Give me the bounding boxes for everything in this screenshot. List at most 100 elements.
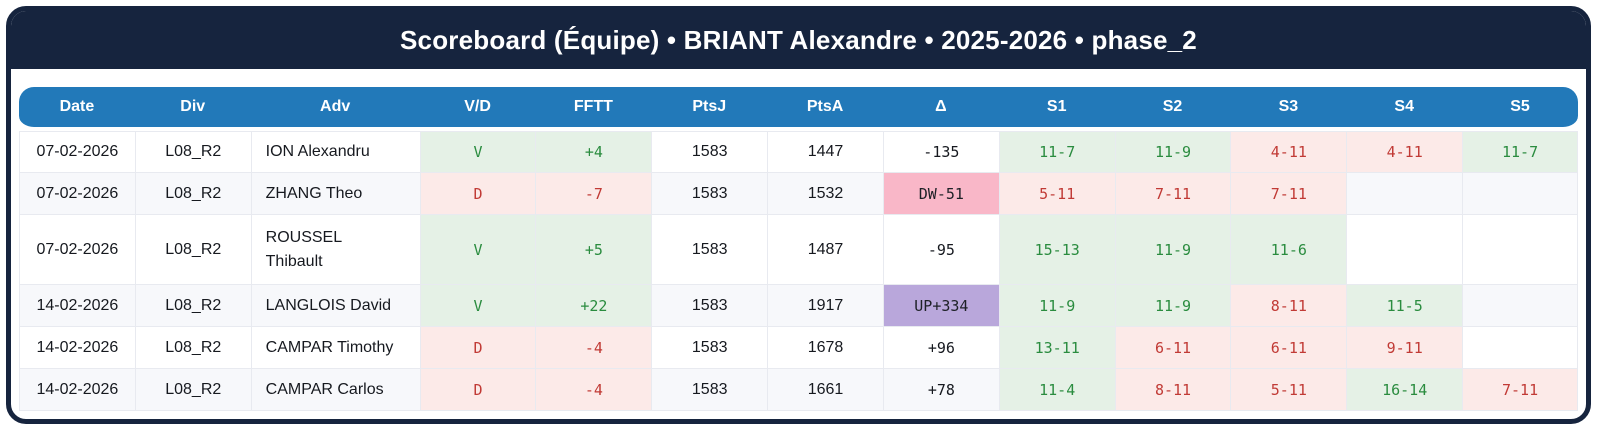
cell-delta: UP+334	[882, 285, 999, 327]
title-bar: Scoreboard (Équipe) • BRIANT Alexandre •…	[11, 11, 1586, 69]
cell-fftt: -4	[535, 369, 652, 411]
table-row: 14-02-2026 L08_R2 CAMPAR Carlos D -4 158…	[19, 369, 1578, 411]
header-row: Date Div Adv V/D FFTT PtsJ PtsA Δ S1 S2 …	[19, 87, 1578, 131]
cell-set-1: 11-9	[998, 285, 1115, 327]
cell-fftt: +4	[535, 131, 652, 173]
cell-div: L08_R2	[134, 173, 251, 215]
column-header-fftt: FFTT	[535, 87, 652, 131]
cell-set-5: 11-7	[1462, 131, 1578, 173]
column-header-ptsa: PtsA	[767, 87, 883, 131]
cell-delta: +78	[882, 369, 999, 411]
column-header-s1: S1	[998, 87, 1115, 131]
column-header-s5: S5	[1462, 87, 1578, 131]
cell-vd: D	[419, 369, 536, 411]
cell-set-3: 8-11	[1230, 285, 1347, 327]
cell-date: 14-02-2026	[19, 327, 135, 369]
scoreboard-card: Scoreboard (Équipe) • BRIANT Alexandre •…	[6, 6, 1591, 424]
cell-ptsa: 1678	[767, 327, 883, 369]
cell-set-3: 6-11	[1230, 327, 1347, 369]
cell-delta: -135	[882, 131, 999, 173]
column-header-s4: S4	[1346, 87, 1463, 131]
cell-div: L08_R2	[134, 327, 251, 369]
cell-delta: +96	[882, 327, 999, 369]
column-header-div: Div	[134, 87, 251, 131]
cell-set-5	[1462, 285, 1578, 327]
cell-set-2: 11-9	[1114, 285, 1231, 327]
cell-fftt: +5	[535, 215, 652, 285]
cell-div: L08_R2	[134, 369, 251, 411]
cell-set-1: 11-4	[998, 369, 1115, 411]
column-header-s3: S3	[1230, 87, 1347, 131]
cell-set-1: 11-7	[998, 131, 1115, 173]
cell-adv: LANGLOIS David	[250, 285, 420, 327]
cell-set-2: 6-11	[1114, 327, 1231, 369]
cell-set-1: 15-13	[998, 215, 1115, 285]
cell-adv: ROUSSEL Thibault	[250, 215, 420, 285]
cell-set-3: 4-11	[1230, 131, 1347, 173]
table-row: 14-02-2026 L08_R2 LANGLOIS David V +22 1…	[19, 285, 1578, 327]
cell-ptsj: 1583	[651, 369, 768, 411]
column-header-ptsj: PtsJ	[651, 87, 768, 131]
cell-set-4: 11-5	[1346, 285, 1463, 327]
cell-date: 07-02-2026	[19, 131, 135, 173]
cell-date: 14-02-2026	[19, 285, 135, 327]
cell-ptsj: 1583	[651, 215, 768, 285]
cell-set-1: 13-11	[998, 327, 1115, 369]
cell-set-4: 16-14	[1346, 369, 1463, 411]
scoreboard-table: Date Div Adv V/D FFTT PtsJ PtsA Δ S1 S2 …	[19, 87, 1578, 411]
cell-vd: D	[419, 327, 536, 369]
table-row: 14-02-2026 L08_R2 CAMPAR Timothy D -4 15…	[19, 327, 1578, 369]
column-header-s2: S2	[1114, 87, 1231, 131]
cell-delta: -95	[882, 215, 999, 285]
cell-set-5	[1462, 173, 1578, 215]
cell-set-2: 11-9	[1114, 215, 1231, 285]
cell-adv: CAMPAR Timothy	[250, 327, 420, 369]
cell-fftt: -4	[535, 327, 652, 369]
column-header-date: Date	[19, 87, 135, 131]
cell-fftt: -7	[535, 173, 652, 215]
cell-set-5	[1462, 215, 1578, 285]
cell-set-3: 11-6	[1230, 215, 1347, 285]
cell-adv: ION Alexandru	[250, 131, 420, 173]
cell-ptsa: 1487	[767, 215, 883, 285]
cell-date: 07-02-2026	[19, 215, 135, 285]
cell-div: L08_R2	[134, 131, 251, 173]
cell-ptsa: 1447	[767, 131, 883, 173]
cell-delta: DW-51	[882, 173, 999, 215]
cell-set-2: 11-9	[1114, 131, 1231, 173]
cell-ptsj: 1583	[651, 173, 768, 215]
table-row: 07-02-2026 L08_R2 ION Alexandru V +4 158…	[19, 131, 1578, 173]
cell-vd: V	[419, 131, 536, 173]
cell-ptsj: 1583	[651, 285, 768, 327]
table-row: 07-02-2026 L08_R2 ZHANG Theo D -7 1583 1…	[19, 173, 1578, 215]
cell-div: L08_R2	[134, 285, 251, 327]
cell-set-2: 7-11	[1114, 173, 1231, 215]
cell-vd: D	[419, 173, 536, 215]
table-container: Date Div Adv V/D FFTT PtsJ PtsA Δ S1 S2 …	[11, 69, 1586, 419]
column-header-adv: Adv	[250, 87, 420, 131]
cell-set-1: 5-11	[998, 173, 1115, 215]
cell-set-5: 7-11	[1462, 369, 1578, 411]
cell-set-3: 5-11	[1230, 369, 1347, 411]
column-header-delta: Δ	[882, 87, 999, 131]
cell-vd: V	[419, 215, 536, 285]
cell-vd: V	[419, 285, 536, 327]
cell-set-4: 4-11	[1346, 131, 1463, 173]
table-row: 07-02-2026 L08_R2 ROUSSEL Thibault V +5 …	[19, 215, 1578, 285]
cell-set-4: 9-11	[1346, 327, 1463, 369]
cell-div: L08_R2	[134, 215, 251, 285]
cell-set-3: 7-11	[1230, 173, 1347, 215]
page-title: Scoreboard (Équipe) • BRIANT Alexandre •…	[400, 24, 1197, 55]
cell-set-5	[1462, 327, 1578, 369]
cell-fftt: +22	[535, 285, 652, 327]
cell-ptsa: 1532	[767, 173, 883, 215]
cell-set-2: 8-11	[1114, 369, 1231, 411]
cell-ptsa: 1661	[767, 369, 883, 411]
column-header-vd: V/D	[419, 87, 536, 131]
cell-ptsj: 1583	[651, 327, 768, 369]
cell-date: 07-02-2026	[19, 173, 135, 215]
cell-ptsj: 1583	[651, 131, 768, 173]
cell-set-4	[1346, 215, 1463, 285]
cell-date: 14-02-2026	[19, 369, 135, 411]
cell-set-4	[1346, 173, 1463, 215]
